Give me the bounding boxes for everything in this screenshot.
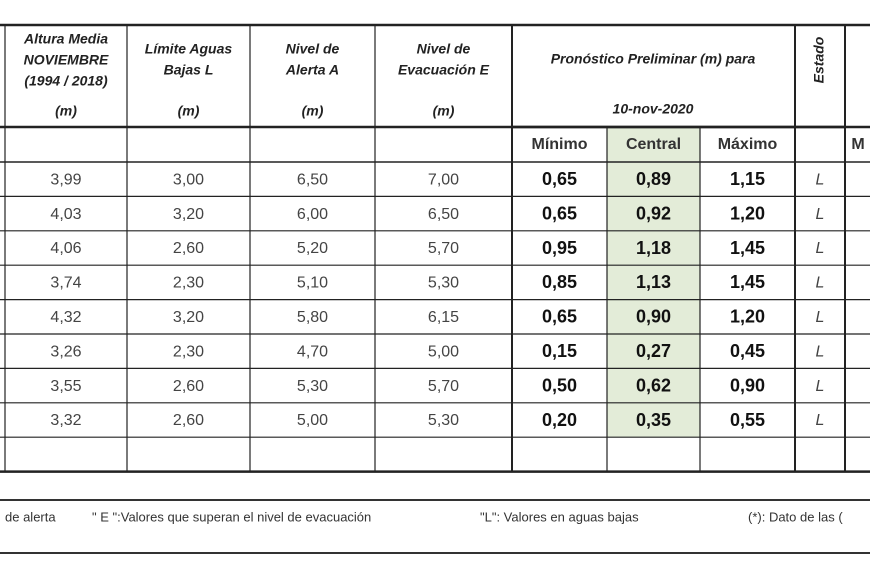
cell: 5,10	[297, 275, 328, 292]
cell: 2,30	[173, 275, 204, 292]
forecast-cell: 0,20	[542, 410, 577, 430]
subheader: Máximo	[718, 136, 778, 153]
cell: 2,30	[173, 343, 204, 360]
forecast-cell: 1,45	[730, 272, 765, 292]
subheader: Central	[626, 136, 681, 153]
column-header: Nivel de	[286, 41, 340, 57]
column-header: Nivel de	[417, 41, 471, 57]
cell: 5,70	[428, 378, 459, 395]
state-cell: L	[816, 275, 825, 292]
cell: 3,20	[173, 309, 204, 326]
forecast-cell: 0,35	[636, 410, 671, 430]
footer-note: " E ":Valores que superan el nivel de ev…	[92, 509, 371, 524]
cell: 4,06	[50, 240, 81, 257]
column-header: (1994 / 2018)	[24, 73, 108, 89]
column-header: Límite Aguas	[145, 41, 233, 57]
cell: 2,60	[173, 240, 204, 257]
forecast-cell: 1,45	[730, 238, 765, 258]
cell: 3,74	[50, 275, 81, 292]
column-header: Bajas L	[164, 62, 214, 78]
footer-note: de alerta	[5, 509, 56, 524]
state-cell: L	[816, 412, 825, 429]
cell: 5,70	[428, 240, 459, 257]
cell: 6,00	[297, 206, 328, 223]
cell: 2,60	[173, 378, 204, 395]
cell: 5,30	[428, 412, 459, 429]
forecast-cell: 0,65	[542, 307, 577, 327]
cell: 6,15	[428, 309, 459, 326]
column-unit: (m)	[302, 103, 324, 119]
forecast-cell: 0,85	[542, 272, 577, 292]
column-header: Alerta A	[285, 62, 339, 78]
cell: 4,32	[50, 309, 81, 326]
cell: 6,50	[428, 206, 459, 223]
cell: 2,60	[173, 412, 204, 429]
forecast-cell: 1,20	[730, 203, 765, 223]
forecast-cell: 0,45	[730, 341, 765, 361]
forecast-cell: 0,89	[636, 169, 671, 189]
forecast-title: Pronóstico Preliminar (m) para	[551, 51, 756, 67]
cell: 5,00	[297, 412, 328, 429]
forecast-cell: 0,62	[636, 375, 671, 395]
cell: 3,20	[173, 206, 204, 223]
state-cell: L	[816, 171, 825, 188]
subheader: Mínimo	[532, 136, 588, 153]
forecast-cell: 1,20	[730, 307, 765, 327]
column-header: Evacuación E	[398, 62, 490, 78]
cell: 3,99	[50, 171, 81, 188]
forecast-cell: 0,27	[636, 341, 671, 361]
forecast-date: 10-nov-2020	[613, 101, 694, 117]
forecast-cell: 1,13	[636, 272, 671, 292]
forecast-cell: 0,95	[542, 238, 577, 258]
cell: 5,30	[297, 378, 328, 395]
forecast-cell: 0,65	[542, 203, 577, 223]
state-cell: L	[816, 240, 825, 257]
cell: 5,80	[297, 309, 328, 326]
forecast-cell: 0,92	[636, 203, 671, 223]
cell: 5,30	[428, 275, 459, 292]
state-cell: L	[816, 343, 825, 360]
cell: 5,00	[428, 343, 459, 360]
column-unit: (m)	[433, 103, 455, 119]
cell: 7,00	[428, 171, 459, 188]
subheader: M	[851, 136, 864, 153]
cell: 3,00	[173, 171, 204, 188]
footer-note: (*): Dato de las (	[748, 509, 843, 524]
central-highlight	[607, 127, 700, 437]
cell: 4,70	[297, 343, 328, 360]
forecast-cell: 0,15	[542, 341, 577, 361]
state-header: Estado	[811, 36, 827, 83]
forecast-cell: 0,50	[542, 375, 577, 395]
column-unit: (m)	[178, 103, 200, 119]
state-cell: L	[816, 206, 825, 223]
state-cell: L	[816, 378, 825, 395]
forecast-cell: 0,90	[730, 375, 765, 395]
column-unit: (m)	[55, 103, 77, 119]
forecast-cell: 1,18	[636, 238, 671, 258]
forecast-cell: 0,55	[730, 410, 765, 430]
cell: 5,20	[297, 240, 328, 257]
column-header: NOVIEMBRE	[24, 52, 109, 68]
forecast-cell: 0,90	[636, 307, 671, 327]
cell: 3,26	[50, 343, 81, 360]
forecast-cell: 0,65	[542, 169, 577, 189]
cell: 3,55	[50, 378, 81, 395]
footer-note: "L": Valores en aguas bajas	[480, 509, 639, 524]
cell: 6,50	[297, 171, 328, 188]
forecast-cell: 1,15	[730, 169, 765, 189]
cell: 3,32	[50, 412, 81, 429]
state-cell: L	[816, 309, 825, 326]
cell: 4,03	[50, 206, 81, 223]
column-header: Altura Media	[23, 31, 108, 47]
